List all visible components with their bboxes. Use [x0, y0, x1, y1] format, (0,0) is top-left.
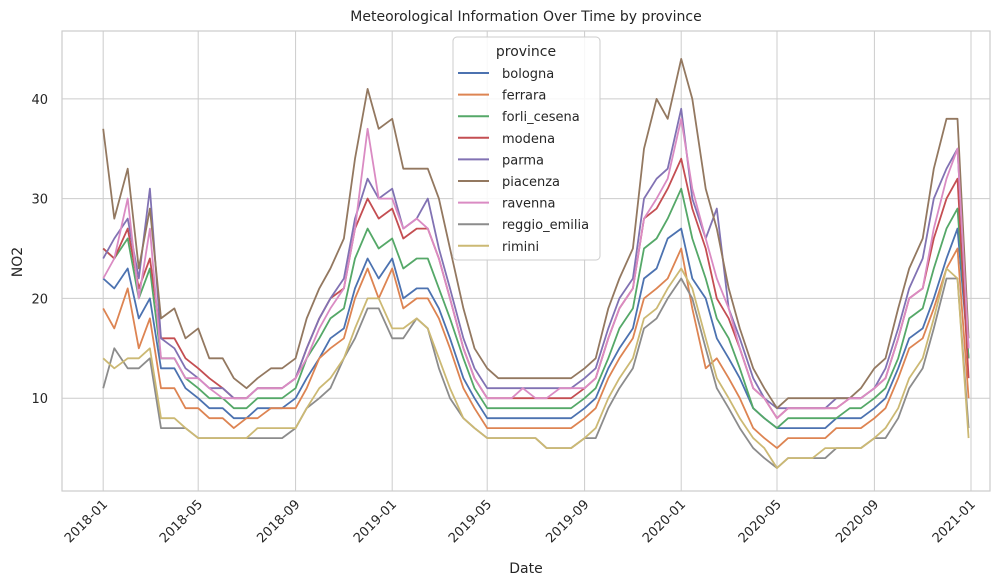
legend-label: ferrara	[502, 89, 546, 104]
series-line-ravenna	[102, 117, 970, 420]
legend-label: parma	[502, 153, 544, 168]
x-tick-label: 2020-01	[640, 497, 689, 546]
x-tick-label: 2018-05	[157, 497, 206, 546]
legend-label: bologna	[502, 67, 554, 82]
x-tick-label: 2019-09	[543, 497, 592, 546]
legend: province bologna ferrara forli_cesenamoden…	[452, 36, 601, 261]
y-axis-title: NO2	[10, 247, 26, 277]
legend-label: ravenna	[502, 197, 555, 212]
chart-title: Meteorological Information Over Time by …	[350, 9, 701, 25]
y-axis: 10 20 30 40	[31, 93, 48, 407]
y-tick-label: 30	[31, 193, 48, 208]
x-tick-label: 2019-05	[446, 497, 495, 546]
series-line-ferrara	[102, 247, 970, 449]
x-tick-label: 2018-09	[254, 497, 303, 546]
legend-label: reggio_emilia	[502, 218, 589, 233]
legend-label: forli_cesena	[502, 110, 580, 125]
x-tick-label: 2020-05	[736, 497, 785, 546]
legend-label: piacenza	[502, 175, 560, 190]
x-tick-label: 2021-01	[930, 497, 979, 546]
y-tick-label: 20	[31, 292, 48, 307]
series-line-rimini	[102, 267, 970, 469]
x-axis-title: Date	[509, 561, 542, 577]
legend-label: modena	[502, 132, 555, 147]
x-tick-label: 2019-01	[351, 497, 400, 546]
legend-title: province	[496, 44, 556, 60]
series-line-piacenza	[102, 58, 970, 410]
x-tick-label: 2020-09	[833, 497, 882, 546]
axes-border	[61, 30, 991, 492]
series-lines	[102, 58, 970, 469]
x-axis: 2018-01 2018-05 2018-09 2019-01 2019-05 2019-…	[62, 497, 979, 546]
legend-label: rimini	[502, 240, 539, 255]
x-tick-label: 2018-01	[62, 497, 111, 546]
legend-box	[452, 36, 601, 261]
plot-frame	[61, 30, 991, 492]
y-tick-label: 40	[31, 93, 48, 108]
series-line-forli-cesena	[102, 187, 970, 429]
y-tick-label: 10	[31, 392, 48, 407]
